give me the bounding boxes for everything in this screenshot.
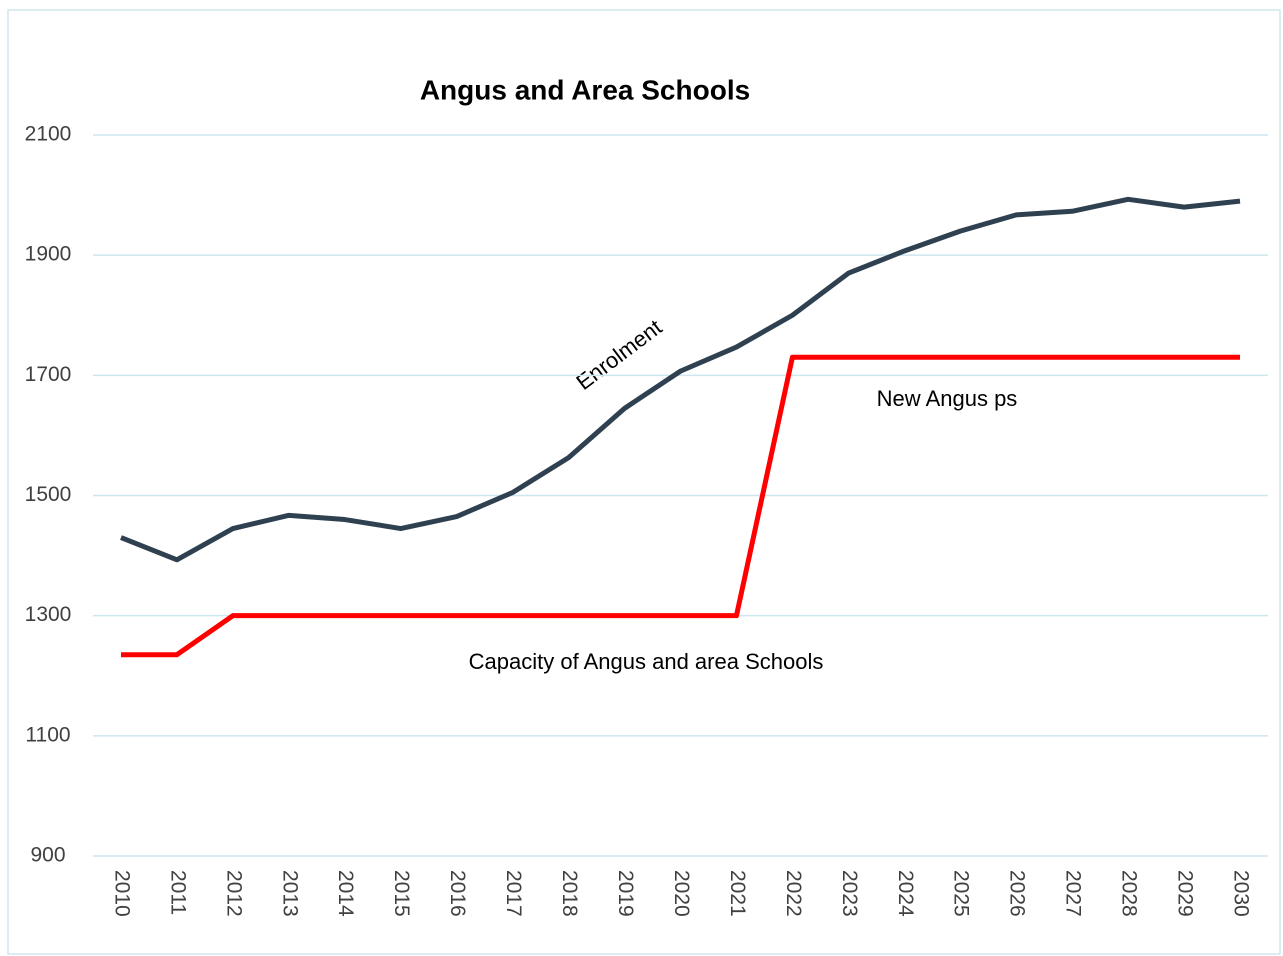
x-tick-label: 2028 (1118, 870, 1141, 917)
x-tick-label: 2011 (166, 870, 189, 915)
x-tick-label: 2030 (1229, 870, 1252, 917)
chart-title: Angus and Area Schools (420, 74, 750, 105)
y-tick-label: 2100 (25, 123, 72, 146)
x-tick-label: 2016 (446, 870, 469, 917)
x-tick-label: 2022 (782, 870, 805, 917)
x-tick-label: 2029 (1174, 870, 1197, 917)
y-tick-label: 1700 (25, 363, 72, 386)
series-label: Enrolment (571, 314, 666, 394)
y-tick-label: 1100 (25, 723, 70, 746)
series-line (120, 196, 1241, 563)
x-tick-label: 2021 (726, 870, 749, 917)
series-label: Capacity of Angus and area Schools (469, 649, 824, 674)
x-tick-label: 2018 (558, 870, 581, 917)
x-tick-label: 2020 (670, 870, 693, 917)
x-tick-label: 2012 (222, 870, 245, 917)
x-tick-label: 2019 (614, 870, 637, 917)
annotation: New Angus ps (877, 386, 1018, 411)
x-tick-label: 2023 (838, 870, 861, 917)
y-tick-label: 1500 (25, 483, 72, 506)
x-tick-label: 2024 (894, 870, 917, 917)
x-tick-label: 2014 (334, 870, 357, 917)
chart-border (7, 9, 1281, 955)
x-tick-label: 2010 (110, 870, 133, 917)
y-tick-label: 900 (30, 844, 65, 867)
x-tick-label: 2013 (278, 870, 301, 917)
x-tick-label: 2025 (950, 870, 973, 917)
y-tick-label: 1300 (25, 603, 72, 626)
y-tick-label: 1900 (25, 243, 72, 266)
series-line (120, 354, 1241, 658)
x-tick-label: 2027 (1062, 870, 1085, 917)
x-tick-label: 2017 (502, 870, 525, 917)
x-tick-label: 2026 (1006, 870, 1029, 917)
x-tick-label: 2015 (390, 870, 413, 917)
